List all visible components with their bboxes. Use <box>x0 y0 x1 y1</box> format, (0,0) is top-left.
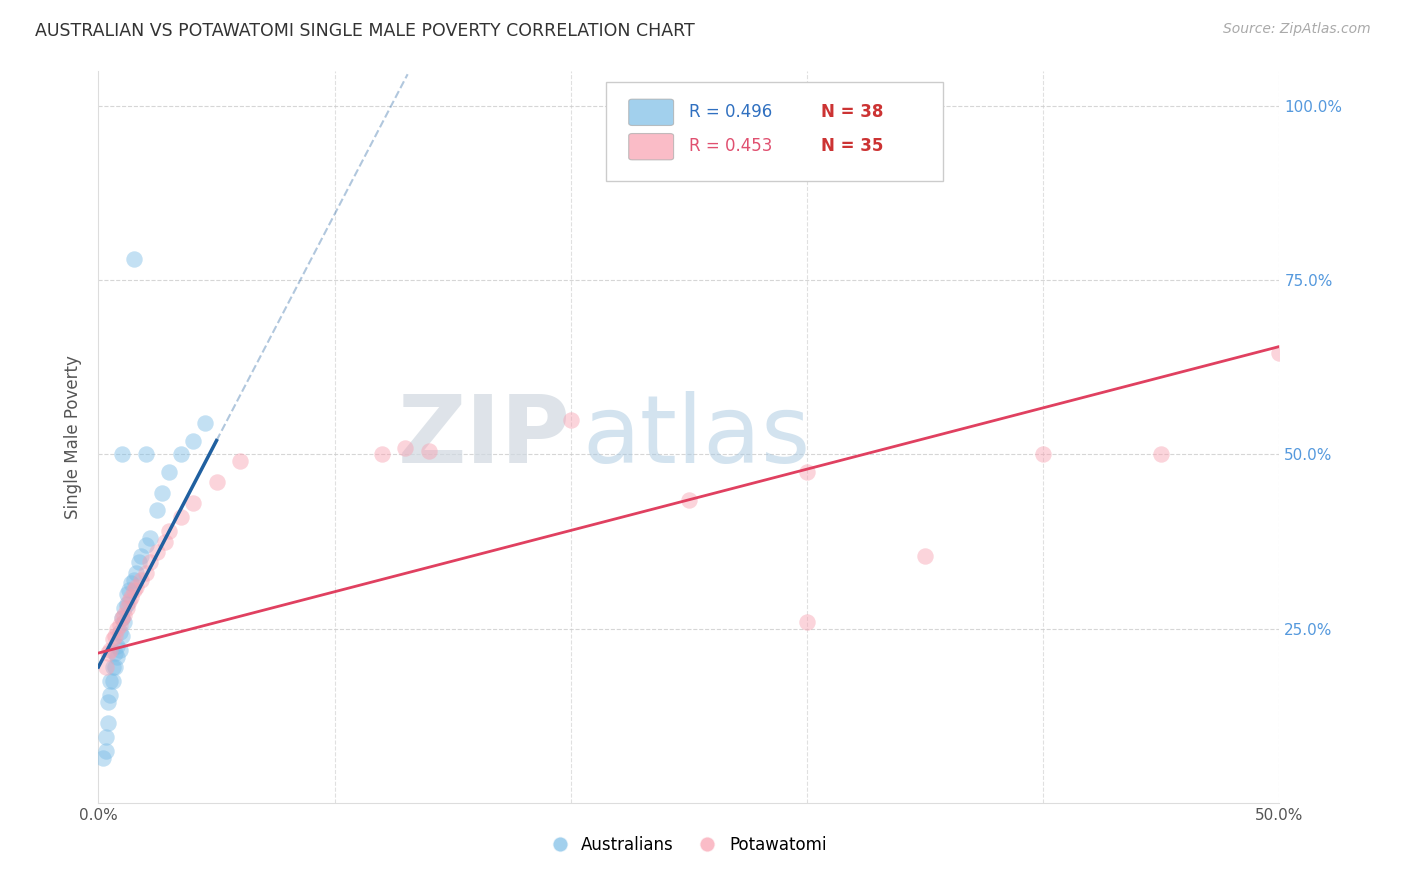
Point <box>112 615 135 629</box>
Point <box>122 252 145 267</box>
FancyBboxPatch shape <box>606 82 943 181</box>
Point <box>105 639 128 653</box>
Point <box>394 441 416 455</box>
Y-axis label: Single Male Poverty: Single Male Poverty <box>65 355 83 519</box>
Point <box>98 688 121 702</box>
Point <box>135 538 157 552</box>
Point <box>229 454 252 468</box>
Point <box>98 673 121 688</box>
Text: atlas: atlas <box>582 391 811 483</box>
Point <box>94 660 117 674</box>
Point <box>146 503 169 517</box>
Point <box>125 580 148 594</box>
Point <box>205 475 228 490</box>
Point <box>121 576 143 591</box>
Point <box>101 673 124 688</box>
Point <box>94 743 117 757</box>
Point <box>121 591 143 605</box>
Point <box>115 597 138 611</box>
Point <box>181 434 204 448</box>
Point <box>128 556 150 570</box>
Point <box>118 583 141 598</box>
Point <box>1150 448 1173 462</box>
Point <box>135 448 157 462</box>
Point <box>118 594 141 608</box>
Text: R = 0.496: R = 0.496 <box>689 103 772 120</box>
Point <box>157 465 180 479</box>
Point <box>914 549 936 563</box>
Point <box>104 646 127 660</box>
Point <box>104 660 127 674</box>
Point <box>101 632 124 646</box>
Point <box>418 444 440 458</box>
Point <box>108 642 131 657</box>
Point <box>371 448 394 462</box>
Point <box>97 695 120 709</box>
Point <box>129 549 152 563</box>
Point <box>560 412 582 426</box>
Point <box>105 622 128 636</box>
Point <box>153 534 176 549</box>
Point <box>157 524 180 538</box>
Point <box>170 510 193 524</box>
Point <box>98 642 121 657</box>
Point <box>112 607 135 622</box>
Point <box>129 573 152 587</box>
Text: R = 0.453: R = 0.453 <box>689 137 772 155</box>
Point <box>139 556 162 570</box>
Point <box>181 496 204 510</box>
Point <box>122 583 145 598</box>
Point <box>115 587 138 601</box>
Point <box>91 750 114 764</box>
Point <box>122 573 145 587</box>
Point <box>111 611 134 625</box>
Point <box>111 448 134 462</box>
Point <box>111 629 134 643</box>
Point <box>111 611 134 625</box>
Point <box>139 531 162 545</box>
Point <box>1268 346 1291 360</box>
Point <box>104 629 127 643</box>
Point <box>125 566 148 580</box>
Point <box>194 416 217 430</box>
Point <box>94 730 117 744</box>
Point <box>101 660 124 674</box>
Point <box>112 600 135 615</box>
Point <box>108 625 131 640</box>
Text: N = 35: N = 35 <box>821 137 883 155</box>
Text: N = 38: N = 38 <box>821 103 883 120</box>
Text: ZIP: ZIP <box>398 391 571 483</box>
Point <box>97 715 120 730</box>
Point <box>1032 448 1054 462</box>
Point <box>170 448 193 462</box>
Text: Source: ZipAtlas.com: Source: ZipAtlas.com <box>1223 22 1371 37</box>
Point <box>150 485 173 500</box>
Point <box>97 646 120 660</box>
Point <box>796 615 818 629</box>
Point <box>108 618 131 632</box>
FancyBboxPatch shape <box>628 134 673 160</box>
Point <box>796 465 818 479</box>
Point <box>135 566 157 580</box>
Legend: Australians, Potawatomi: Australians, Potawatomi <box>544 829 834 860</box>
Point <box>146 545 169 559</box>
Text: AUSTRALIAN VS POTAWATOMI SINGLE MALE POVERTY CORRELATION CHART: AUSTRALIAN VS POTAWATOMI SINGLE MALE POV… <box>35 22 695 40</box>
FancyBboxPatch shape <box>628 99 673 126</box>
Point <box>105 649 128 664</box>
Point <box>115 600 138 615</box>
Point <box>678 492 700 507</box>
